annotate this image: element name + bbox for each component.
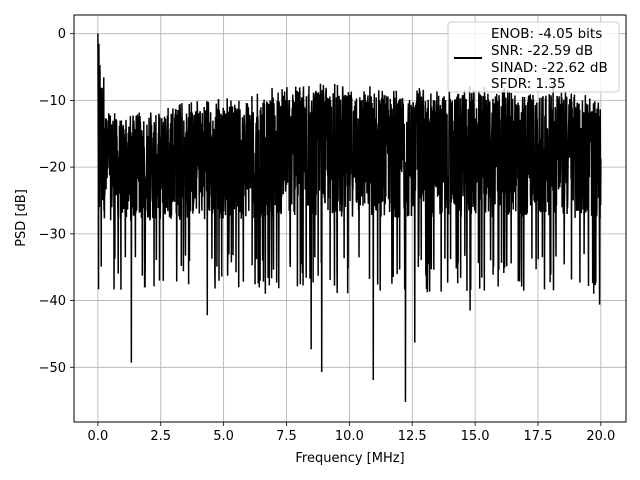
y-tick-label: −30 — [39, 227, 66, 242]
legend-entry-sinad: SINAD: -22.62 dB — [491, 60, 608, 76]
legend-entry-sfdr: SFDR: 1.35 — [491, 76, 566, 92]
x-tick-label: 10.0 — [335, 429, 364, 444]
psd-series-line — [97, 33, 602, 402]
x-tick-label: 12.5 — [398, 429, 427, 444]
x-tick-label: 5.0 — [213, 429, 234, 444]
y-axis-label: PSD [dB] — [14, 189, 29, 247]
x-tick-label: 2.5 — [150, 429, 171, 444]
legend-box — [447, 21, 620, 93]
x-tick-label: 0.0 — [88, 429, 109, 444]
x-tick-label: 7.5 — [276, 429, 297, 444]
series-layer — [97, 33, 602, 402]
x-tick-label: 17.5 — [524, 429, 553, 444]
y-tick-label: −40 — [39, 294, 66, 309]
x-axis-label: Frequency [MHz] — [295, 451, 404, 466]
legend-entry-enob: ENOB: -4.05 bits — [491, 26, 602, 42]
y-tick-label: −20 — [39, 161, 66, 176]
x-axis: 0.0 2.5 5.0 7.5 10.0 12.5 15.0 17.5 20.0 — [88, 422, 615, 444]
x-tick-label: 20.0 — [586, 429, 615, 444]
y-tick-label: −10 — [39, 94, 66, 109]
y-tick-label: 0 — [58, 27, 66, 42]
legend: ENOB: -4.05 bits SNR: -22.59 dB SINAD: -… — [447, 21, 620, 93]
y-axis: 0 −10 −20 −30 −40 −50 — [39, 27, 74, 376]
plot-frame — [73, 14, 627, 423]
y-tick-label: −50 — [39, 361, 66, 376]
x-tick-label: 15.0 — [461, 429, 490, 444]
legend-entry-snr: SNR: -22.59 dB — [491, 43, 593, 59]
